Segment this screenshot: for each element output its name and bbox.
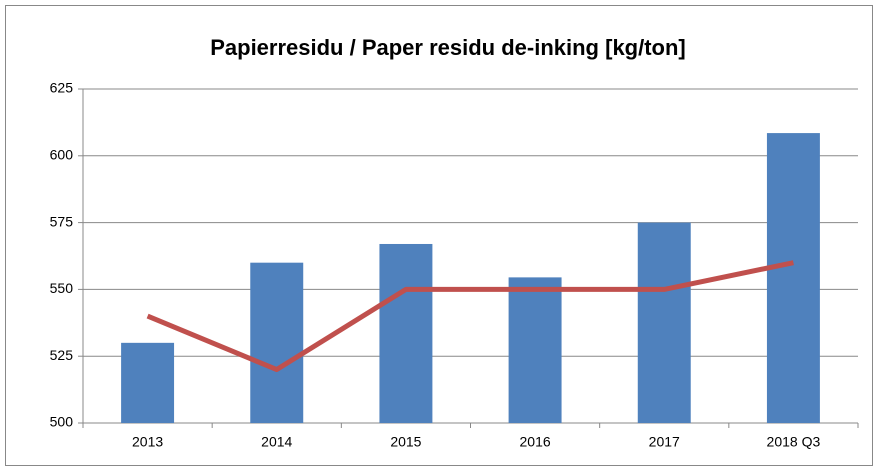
- x-tick-label: 2014: [261, 434, 292, 450]
- x-tick-label: 2018 Q3: [767, 434, 821, 450]
- bar: [766, 133, 820, 423]
- bar: [379, 243, 433, 423]
- y-tick-label: 550: [50, 280, 74, 296]
- y-tick-label: 500: [50, 414, 74, 430]
- bar: [121, 342, 175, 423]
- x-tick-label: 2016: [520, 434, 551, 450]
- chart-title: Papierresidu / Paper residu de-inking [k…: [210, 35, 686, 60]
- bar: [508, 277, 562, 423]
- x-tick-label: 2015: [390, 434, 421, 450]
- y-tick-label: 575: [50, 213, 74, 229]
- line: [146, 260, 794, 373]
- y-tick-label: 525: [50, 347, 74, 363]
- bar: [637, 222, 691, 423]
- x-tick-label: 2013: [132, 434, 163, 450]
- y-tick-label: 625: [50, 80, 74, 96]
- y-tick-label: 600: [50, 147, 74, 163]
- bar: [250, 262, 304, 423]
- x-tick-label: 2017: [649, 434, 680, 450]
